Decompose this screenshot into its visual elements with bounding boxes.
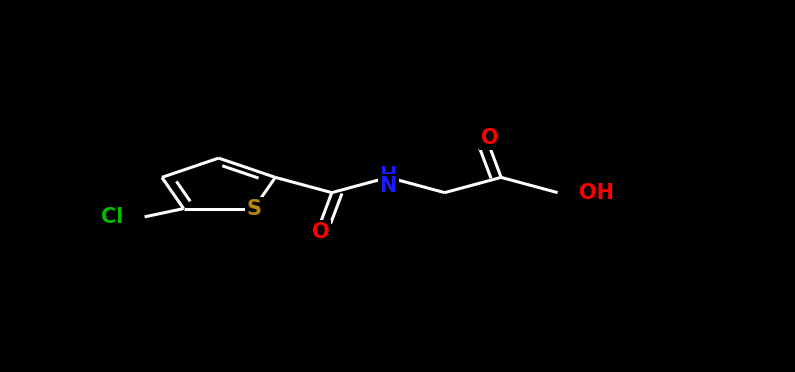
Text: N: N <box>379 176 397 196</box>
Text: OH: OH <box>579 183 614 203</box>
Text: S: S <box>246 199 262 219</box>
Text: O: O <box>481 128 498 148</box>
Text: H: H <box>379 166 397 186</box>
Text: Cl: Cl <box>101 207 123 227</box>
Text: O: O <box>312 222 329 242</box>
